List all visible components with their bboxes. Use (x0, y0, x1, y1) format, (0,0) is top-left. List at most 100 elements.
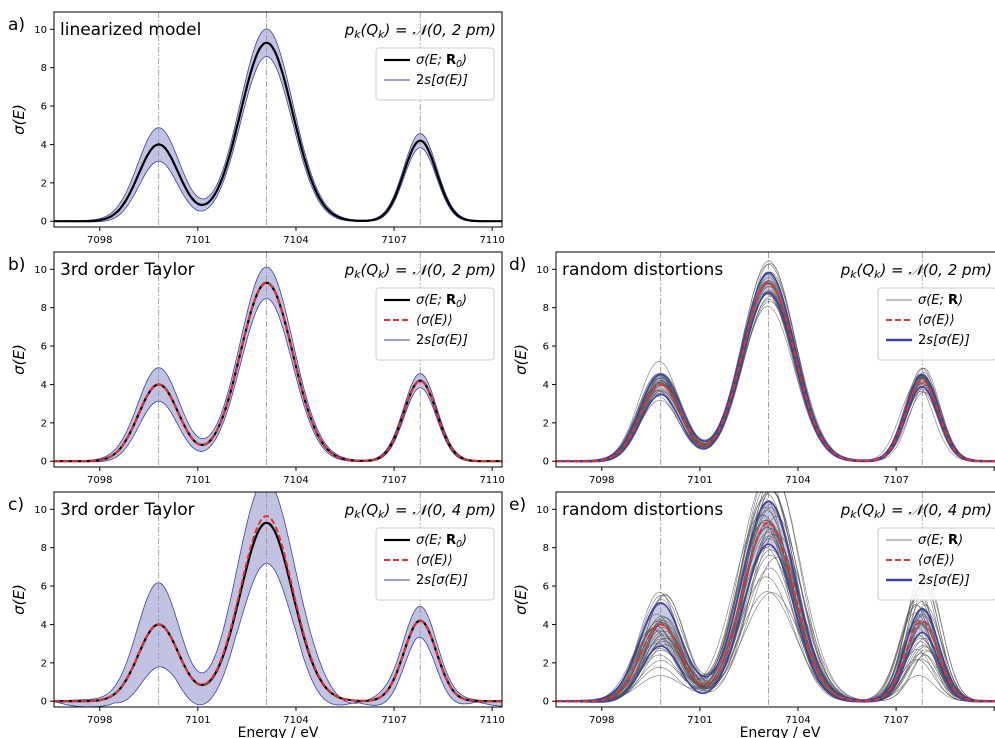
sample-curve (556, 538, 995, 702)
y-tick-label: 4 (543, 620, 549, 631)
x-tick-label: 7104 (785, 475, 810, 486)
panel-condition: pk(Qk) = 𝒩(0, 4 pm) (840, 501, 992, 521)
sample-curve (556, 492, 995, 702)
x-tick-label: 7107 (381, 715, 406, 726)
legend: σ(E; R0) ⟨σ(E)⟩ 2s[σ(E)] (375, 527, 495, 601)
label-fragment: [σ(E)] (431, 333, 468, 348)
label-fragment: 0 (456, 539, 462, 550)
label-fragment: Q (366, 501, 378, 519)
x-tick-label: 7104 (283, 475, 308, 486)
mean-curve (556, 281, 995, 463)
y-tick-label: 4 (41, 140, 47, 151)
x-axis-label: Energy / eV (740, 725, 821, 738)
label-fragment: σ(E; (918, 533, 948, 548)
legend-frame (375, 527, 495, 601)
label-fragment: ) = 𝒩(0, 2 pm) (383, 21, 496, 39)
axes-frame (53, 491, 503, 708)
x-tick-label: 7110 (479, 235, 504, 246)
label-fragment: Q (862, 261, 874, 279)
mean-curve (54, 514, 502, 703)
label-fragment: [σ(E)] (431, 73, 468, 88)
label-fragment: R (948, 293, 958, 308)
y-tick-label: 2 (41, 178, 47, 189)
legend: σ(E; R)⟨σ(E)⟩2s[σ(E)] (877, 527, 995, 601)
label-fragment: R (948, 533, 958, 548)
label-fragment: k (378, 268, 385, 281)
panel-condition: pk(Qk) = 𝒩(0, 2 pm) (840, 261, 992, 281)
label-fragment: 2 (918, 573, 926, 588)
mean-curve (556, 521, 995, 703)
label-fragment: ) (957, 533, 963, 548)
panel-title: 3rd order Taylor (60, 500, 195, 520)
legend-label: 2s[σ(E)] (416, 333, 468, 348)
legend: σ(E; R0) ⟨σ(E)⟩ 2s[σ(E)] (375, 287, 495, 361)
label-fragment: k (378, 28, 385, 41)
x-tick-label: 7107 (381, 475, 406, 486)
label-fragment: Q (366, 21, 378, 39)
legend-label: 2s[σ(E)] (416, 73, 468, 88)
y-tick-label: 8 (543, 303, 549, 314)
panel-d: 0 2 4 6 8 10 7098 7101 7104 7107 σ(E) d) random dist… (509, 251, 995, 486)
label-fragment: p (840, 261, 851, 279)
x-tick-label: 7098 (87, 235, 112, 246)
label-fragment: s (424, 333, 431, 348)
label-fragment: ⟨σ(E)⟩ (918, 313, 955, 328)
label-fragment: ⟨σ(E)⟩ (416, 553, 453, 568)
legend-label: 2s[σ(E)] (918, 333, 970, 348)
y-tick-label: 10 (34, 25, 47, 36)
y-tick-label: 8 (543, 543, 549, 554)
legend-label: σ(E; R0) (416, 293, 467, 310)
plot-area (556, 252, 995, 467)
band-upper-edge (556, 500, 995, 702)
y-tick-label: 4 (543, 380, 549, 391)
y-tick-label: 4 (41, 380, 47, 391)
label-fragment: s (926, 333, 933, 348)
y-tick-label: 0 (41, 697, 47, 708)
label-fragment: 2 (918, 333, 926, 348)
label-fragment: s (424, 73, 431, 88)
legend-label: ⟨σ(E)⟩ (918, 313, 955, 328)
x-tick-label: 7098 (87, 475, 112, 486)
label-fragment: Q (366, 261, 378, 279)
y-tick-label: 4 (41, 620, 47, 631)
label-fragment: σ(E; (918, 293, 948, 308)
y-tick-label: 8 (41, 63, 47, 74)
y-axis-label: σ(E) (10, 344, 28, 375)
label-fragment: ( (857, 261, 864, 279)
label-fragment: ) (461, 293, 467, 308)
label-fragment: p (840, 501, 851, 519)
panel-letter: e) (509, 495, 526, 515)
plot-area (556, 492, 995, 707)
x-tick-label: 7104 (283, 235, 308, 246)
legend-label: σ(E; R) (918, 293, 963, 308)
y-axis-label: σ(E) (10, 584, 28, 615)
x-tick-label: 7101 (687, 475, 712, 486)
y-tick-label: 0 (543, 457, 549, 468)
legend-frame (877, 527, 995, 601)
legend: σ(E; R) ⟨σ(E)⟩ 2s[σ(E)] (877, 287, 995, 361)
label-fragment: R (446, 533, 456, 548)
label-fragment: [σ(E)] (933, 333, 970, 348)
sample-curve (556, 554, 995, 702)
x-tick-label: 7101 (185, 235, 210, 246)
uncertainty-band (54, 266, 502, 463)
label-fragment: Q (862, 501, 874, 519)
panel-condition: pk(Qk) = 𝒩(0, 4 pm) (344, 501, 496, 521)
uncertainty-band (54, 28, 502, 223)
label-fragment: [σ(E)] (431, 573, 468, 588)
panel-letter: a) (8, 15, 25, 35)
x-tick-label: 7101 (687, 715, 712, 726)
y-axis-label: σ(E) (10, 104, 28, 135)
panel-e: 0 2 4 6 8 10 7098 7101 7104 7107 σ(E) Energy / eV e)… (509, 491, 995, 738)
panel-title: random distortions (562, 500, 723, 520)
y-tick-label: 0 (41, 217, 47, 228)
x-tick-label: 7107 (883, 475, 908, 486)
plot-area (54, 252, 502, 467)
label-fragment: ( (361, 501, 368, 519)
panel-title: random distortions (562, 260, 723, 280)
y-tick-label: 10 (34, 265, 47, 276)
legend: σ(E; R0) 2s[σ(E)] (375, 47, 495, 101)
axes-frame (555, 491, 995, 708)
panel-title: 3rd order Taylor (60, 260, 195, 280)
x-tick-label: 7104 (785, 715, 810, 726)
